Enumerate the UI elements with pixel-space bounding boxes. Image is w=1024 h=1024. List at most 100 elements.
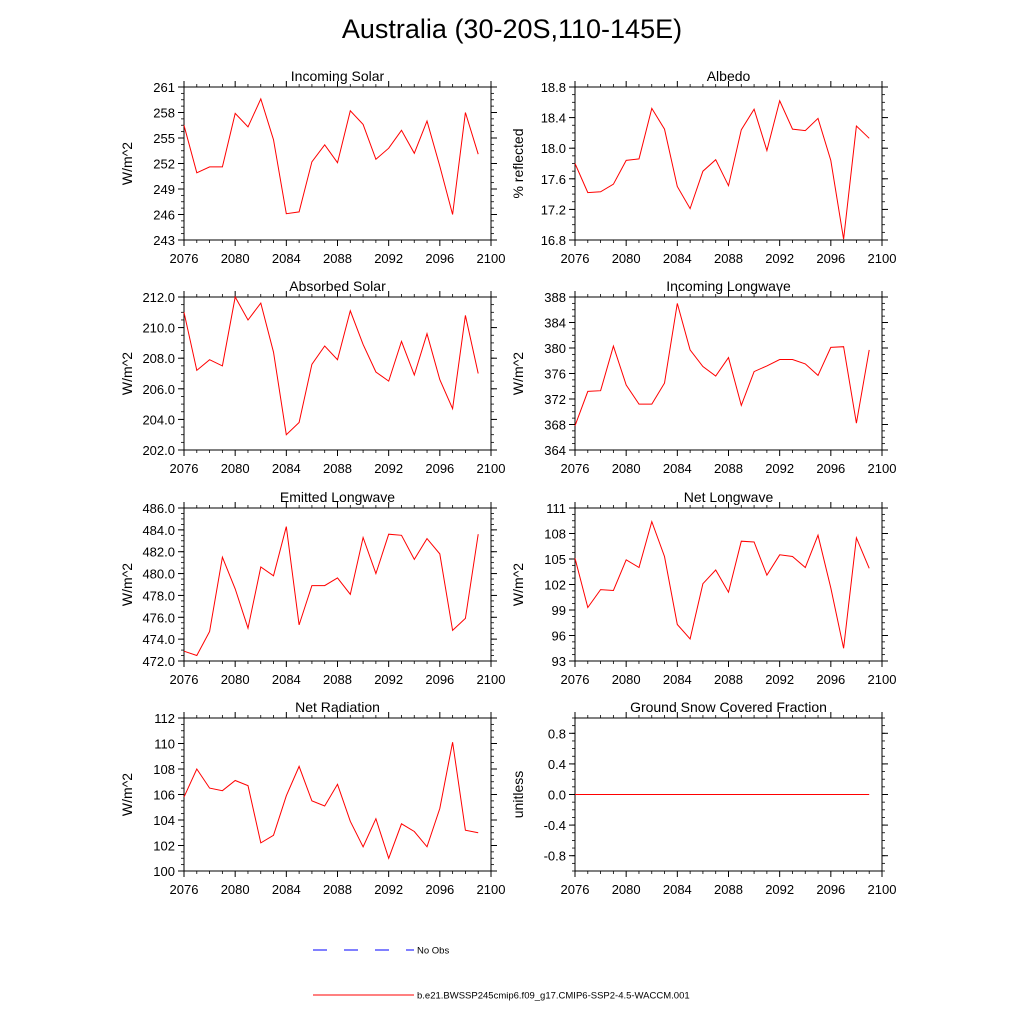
absorbed-solar-ytick-label: 206.0 bbox=[142, 382, 175, 397]
absorbed-solar-xtick-label: 2100 bbox=[477, 461, 506, 476]
net-longwave-ytick-label: 102 bbox=[544, 578, 566, 593]
ground-snow-covered-fraction-xtick-label: 2096 bbox=[816, 882, 845, 897]
albedo-title: Albedo bbox=[707, 68, 751, 84]
incoming-longwave-series-line bbox=[574, 303, 870, 426]
absorbed-solar-ytick-label: 208.0 bbox=[142, 351, 175, 366]
net-radiation-xtick-label: 2092 bbox=[374, 882, 403, 897]
incoming-longwave-xtick-label: 2088 bbox=[714, 461, 743, 476]
net-radiation-ytick-label: 102 bbox=[153, 839, 175, 854]
albedo-xtick-label: 2080 bbox=[612, 251, 641, 266]
net-longwave-xtick-label: 2096 bbox=[816, 672, 845, 687]
incoming-solar-ytick-label: 249 bbox=[153, 182, 175, 197]
incoming-longwave-panel: Incoming Longwave W/m^2 364 368 372 376 380 384… bbox=[510, 278, 896, 476]
emitted-longwave-ytick-label: 474.0 bbox=[142, 632, 175, 647]
net-radiation-ylabel: W/m^2 bbox=[119, 773, 135, 816]
emitted-longwave-xtick-label: 2088 bbox=[323, 672, 352, 687]
emitted-longwave-ylabel: W/m^2 bbox=[119, 563, 135, 606]
absorbed-solar-ytick-label: 210.0 bbox=[142, 321, 175, 336]
incoming-solar-xtick-label: 2100 bbox=[477, 251, 506, 266]
albedo-plot-frame bbox=[574, 86, 883, 241]
emitted-longwave-panel: Emitted Longwave W/m^2 472.0 474.0 476.0 478.… bbox=[119, 489, 505, 687]
ground-snow-covered-fraction-ytick-label: 0.4 bbox=[548, 757, 566, 772]
legend-model-label: b.e21.BWSSP245cmip6.f09_g17.CMIP6-SSP2-4… bbox=[417, 991, 690, 1002]
absorbed-solar-ytick-label: 204.0 bbox=[142, 412, 175, 427]
net-longwave-plot-frame bbox=[574, 507, 883, 662]
incoming-solar-xtick-label: 2076 bbox=[170, 251, 199, 266]
ground-snow-covered-fraction-ytick-label: -0.8 bbox=[544, 849, 566, 864]
emitted-longwave-series-line bbox=[183, 526, 479, 657]
incoming-longwave-ytick-label: 376 bbox=[544, 367, 566, 382]
legend: No Obs b.e21.BWSSP245cmip6.f09_g17.CMIP6… bbox=[313, 946, 690, 1002]
net-longwave-xtick-label: 2084 bbox=[663, 672, 692, 687]
net-longwave-xtick-label: 2080 bbox=[612, 672, 641, 687]
net-radiation-ytick-label: 110 bbox=[154, 737, 175, 752]
emitted-longwave-xtick-label: 2080 bbox=[221, 672, 250, 687]
albedo-xtick-label: 2100 bbox=[868, 251, 897, 266]
net-longwave-xtick-label: 2088 bbox=[714, 672, 743, 687]
net-radiation-ytick-label: 100 bbox=[153, 864, 175, 879]
incoming-longwave-xtick-label: 2092 bbox=[765, 461, 794, 476]
emitted-longwave-title: Emitted Longwave bbox=[280, 489, 395, 505]
net-longwave-ytick-label: 99 bbox=[552, 603, 566, 618]
incoming-longwave-title: Incoming Longwave bbox=[666, 278, 791, 294]
incoming-longwave-ytick-label: 372 bbox=[544, 392, 566, 407]
ground-snow-covered-fraction-xtick-label: 2084 bbox=[663, 882, 692, 897]
absorbed-solar-xtick-label: 2084 bbox=[272, 461, 301, 476]
net-longwave-ylabel: W/m^2 bbox=[510, 563, 526, 606]
incoming-longwave-ytick-label: 380 bbox=[544, 341, 566, 356]
albedo-series-line bbox=[574, 99, 870, 240]
incoming-solar-ylabel: W/m^2 bbox=[119, 142, 135, 185]
albedo-panel: Albedo % reflected 16.8 17.2 17.6 18.0 18.4 18.… bbox=[510, 68, 896, 266]
absorbed-solar-ytick-label: 202.0 bbox=[142, 443, 175, 458]
incoming-solar-ytick-label: 243 bbox=[153, 233, 175, 248]
net-longwave-ytick-label: 96 bbox=[552, 629, 566, 644]
emitted-longwave-xtick-label: 2076 bbox=[170, 672, 199, 687]
incoming-solar-ytick-label: 255 bbox=[153, 131, 175, 146]
incoming-solar-series-line bbox=[183, 97, 479, 215]
net-longwave-ytick-label: 111 bbox=[546, 501, 566, 516]
ground-snow-covered-fraction-xtick-label: 2088 bbox=[714, 882, 743, 897]
ground-snow-covered-fraction-panel: Ground Snow Covered Fraction unitless -0.8… bbox=[510, 699, 896, 897]
incoming-solar-ytick-label: 252 bbox=[153, 157, 175, 172]
absorbed-solar-xtick-label: 2096 bbox=[425, 461, 454, 476]
emitted-longwave-ytick-label: 478.0 bbox=[142, 588, 175, 603]
emitted-longwave-xtick-label: 2100 bbox=[477, 672, 506, 687]
net-radiation-xtick-label: 2100 bbox=[477, 882, 506, 897]
ground-snow-covered-fraction-xtick-label: 2092 bbox=[765, 882, 794, 897]
net-radiation-title: Net Radiation bbox=[295, 699, 380, 715]
emitted-longwave-xtick-label: 2084 bbox=[272, 672, 301, 687]
incoming-solar-xtick-label: 2092 bbox=[374, 251, 403, 266]
incoming-solar-ytick-label: 246 bbox=[153, 208, 175, 223]
emitted-longwave-xtick-label: 2096 bbox=[425, 672, 454, 687]
incoming-longwave-xtick-label: 2080 bbox=[612, 461, 641, 476]
albedo-ytick-label: 17.6 bbox=[541, 172, 566, 187]
emitted-longwave-ytick-label: 482.0 bbox=[142, 545, 175, 560]
incoming-solar-xtick-label: 2096 bbox=[425, 251, 454, 266]
incoming-solar-ytick-label: 258 bbox=[153, 106, 175, 121]
chart-panels: Incoming Solar W/m^2 243 246 249 252 255 258 261… bbox=[119, 68, 896, 897]
incoming-solar-ytick-label: 261 bbox=[153, 80, 175, 95]
net-radiation-ytick-label: 112 bbox=[154, 711, 175, 726]
absorbed-solar-xtick-label: 2092 bbox=[374, 461, 403, 476]
incoming-solar-xtick-label: 2088 bbox=[323, 251, 352, 266]
incoming-solar-title: Incoming Solar bbox=[291, 68, 385, 84]
albedo-xtick-label: 2096 bbox=[816, 251, 845, 266]
emitted-longwave-ytick-label: 480.0 bbox=[142, 567, 175, 582]
absorbed-solar-plot-frame bbox=[183, 296, 492, 451]
absorbed-solar-xtick-label: 2080 bbox=[221, 461, 250, 476]
absorbed-solar-ytick-label: 212.0 bbox=[142, 290, 175, 305]
absorbed-solar-title: Absorbed Solar bbox=[289, 278, 386, 294]
albedo-xtick-label: 2092 bbox=[765, 251, 794, 266]
ground-snow-covered-fraction-ylabel: unitless bbox=[510, 771, 526, 818]
net-longwave-title: Net Longwave bbox=[684, 489, 774, 505]
albedo-ytick-label: 18.0 bbox=[541, 141, 566, 156]
net-longwave-xtick-label: 2092 bbox=[765, 672, 794, 687]
net-longwave-xtick-label: 2100 bbox=[868, 672, 897, 687]
net-longwave-ytick-label: 105 bbox=[544, 552, 566, 567]
albedo-ytick-label: 18.4 bbox=[541, 111, 566, 126]
incoming-longwave-plot-frame bbox=[574, 296, 883, 451]
incoming-longwave-xtick-label: 2076 bbox=[561, 461, 590, 476]
net-radiation-ytick-label: 108 bbox=[153, 762, 175, 777]
net-radiation-panel: Net Radiation W/m^2 100 102 104 106 108 110 112 2… bbox=[119, 699, 505, 897]
